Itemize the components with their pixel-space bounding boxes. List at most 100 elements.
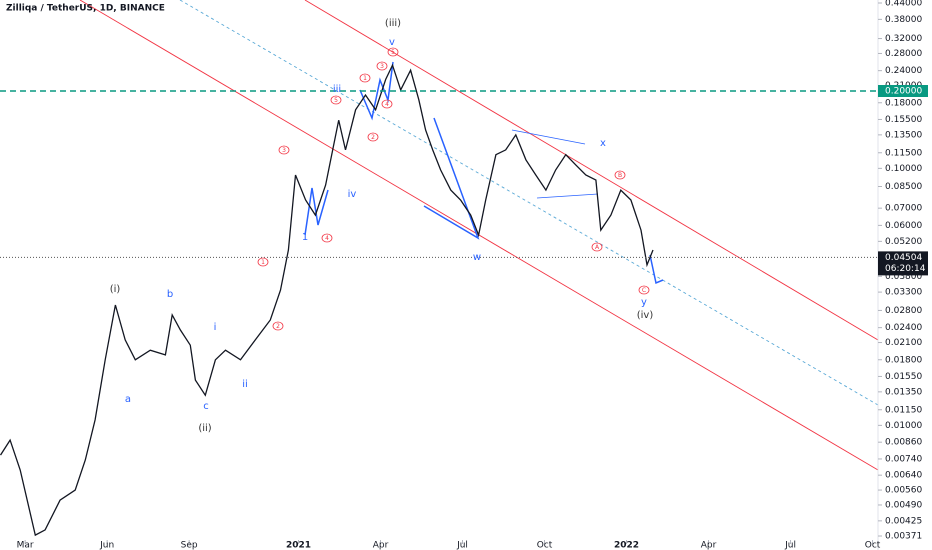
wave-label: iv (348, 189, 357, 200)
wave-drawing (511, 129, 586, 145)
y-tick-label: 0.03800 (885, 272, 922, 282)
wave-label: v (389, 37, 395, 48)
x-tick-label: Mar (17, 541, 34, 550)
wave-circle (272, 321, 284, 331)
wave-label: C (642, 287, 646, 294)
wave-drawing (359, 61, 394, 121)
wave-drawing (649, 254, 664, 285)
y-tick-label: 0.07000 (885, 204, 922, 214)
level-label: 0.20000 (885, 87, 922, 97)
last-price-label: 0.04504 (885, 253, 922, 263)
y-tick-label: 0.10000 (885, 164, 922, 174)
wave-label: B (618, 172, 622, 179)
x-tick-label: 2021 (286, 541, 311, 550)
wave-label: iii (333, 84, 341, 95)
wave-label: (i) (110, 284, 121, 295)
wave-label: 2 (371, 134, 375, 141)
wave-circle (638, 285, 650, 295)
wave-drawing (304, 187, 329, 236)
plot-area (0, 0, 879, 537)
wave-circle (381, 99, 393, 109)
wave-circle (376, 61, 388, 71)
wave-label: 5 (391, 49, 395, 56)
y-tick-label: 0.38000 (885, 15, 922, 25)
wave-label: c (203, 401, 209, 412)
wave-label: i (214, 322, 217, 333)
wave-label: b (167, 289, 173, 300)
wave-label: 3 (282, 147, 286, 154)
wave-circle (278, 145, 290, 155)
y-tick-label: 0.11500 (885, 148, 922, 158)
y-tick-label: 0.08500 (885, 182, 922, 192)
y-tick-label: 0.00425 (885, 516, 922, 526)
wave-label: 4 (325, 235, 329, 242)
price-line (0, 63, 654, 537)
x-tick-label: 2022 (614, 541, 639, 550)
y-tick-label: 0.02100 (885, 338, 922, 348)
countdown-label: 06:20:14 (885, 264, 926, 274)
y-tick-label: 0.28000 (885, 49, 922, 59)
y-tick-label: 0.18000 (885, 98, 922, 108)
wave-label: 2 (276, 323, 280, 330)
wave-label: w (473, 252, 481, 263)
y-tick-label: 0.01000 (885, 421, 922, 431)
wave-label: (iv) (637, 310, 654, 321)
x-tick-label: Jun (99, 541, 114, 550)
x-tick-label: Oct (865, 541, 881, 550)
wave-circle (387, 47, 399, 57)
y-tick-label: 0.15500 (885, 115, 922, 125)
wave-label: 5 (334, 97, 338, 104)
wave-label: x (600, 138, 606, 149)
wave-label: 1 (261, 259, 265, 266)
y-tick-label: 0.01150 (885, 405, 922, 415)
wave-label: a (125, 394, 131, 405)
y-tick-label: 0.00740 (885, 454, 922, 464)
y-tick-label: 0.01550 (885, 372, 922, 382)
channel-upper (304, 0, 879, 341)
wave-circle (614, 170, 626, 180)
wave-label: 4 (385, 101, 389, 108)
y-tick-label: 0.24000 (885, 66, 922, 76)
channel-mid (179, 0, 879, 406)
y-tick-label: 0.00860 (885, 438, 922, 448)
wave-circle (359, 73, 371, 83)
wave-label: 1 (363, 75, 367, 82)
x-tick-label: Oct (537, 541, 553, 550)
wave-label: 3 (380, 63, 384, 70)
wave-label: (ii) (198, 423, 211, 434)
y-tick-label: 0.00640 (885, 471, 922, 481)
y-tick-label: 0.06000 (885, 221, 922, 231)
y-tick-label: 0.32000 (885, 34, 922, 44)
y-tick-label: 0.02800 (885, 306, 922, 316)
wave-circle (257, 257, 269, 267)
wave-circle (321, 233, 333, 243)
wave-drawing (536, 193, 599, 199)
x-tick-label: Jul (456, 541, 468, 550)
y-tick-label: 0.03300 (885, 288, 922, 298)
wave-circle (591, 242, 603, 252)
wave-circle (330, 95, 342, 105)
y-tick-label: 0.02400 (885, 323, 922, 333)
level-tag (878, 85, 928, 98)
wave-label: A (595, 244, 600, 251)
x-tick-label: Sep (181, 541, 198, 550)
wave-label: ii (242, 379, 248, 390)
x-tick-label: Apr (701, 541, 717, 550)
y-tick-label: 0.00560 (885, 486, 922, 496)
y-tick-label: 0.01800 (885, 355, 922, 365)
last-price-tag (878, 251, 928, 276)
wave-circle (367, 132, 379, 142)
wave-label: y (641, 297, 647, 308)
x-tick-label: Apr (373, 541, 389, 550)
wave-label: 1 (302, 232, 308, 243)
y-tick-label: 0.00371 (885, 532, 922, 542)
y-tick-label: 0.44000 (885, 0, 922, 9)
wave-drawing (423, 117, 480, 240)
chart-title: Zilliqa / TetherUS, 1D, BINANCE (6, 4, 165, 14)
x-tick-label: Jul (784, 541, 796, 550)
y-tick-label: 0.13500 (885, 130, 922, 140)
y-tick-label: 0.01350 (885, 387, 922, 397)
y-tick-label: 0.05200 (885, 237, 922, 247)
